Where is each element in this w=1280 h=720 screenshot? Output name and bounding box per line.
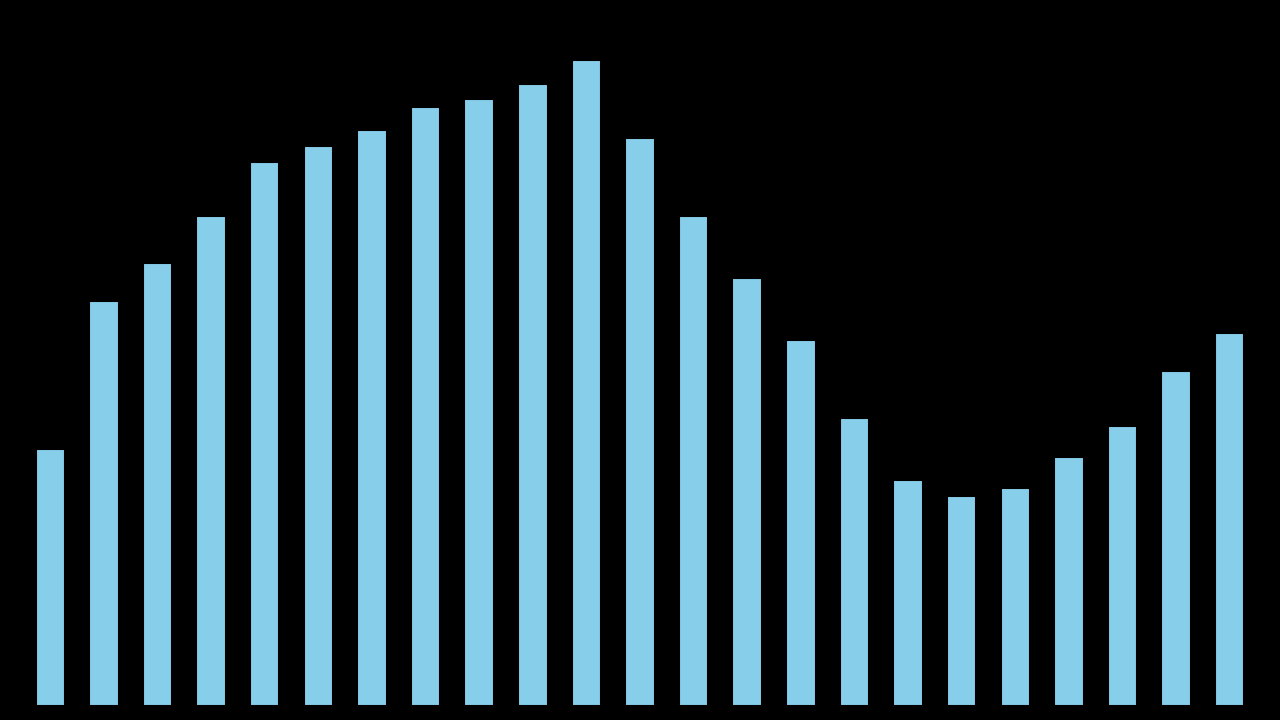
Bar [1001,488,1030,706]
Bar [465,99,494,706]
Bar [90,302,119,706]
Bar [143,263,173,706]
Bar [303,146,333,706]
Bar [250,161,279,706]
Bar [1161,372,1190,706]
Bar [36,449,65,706]
Bar [732,278,762,706]
Bar [518,84,548,706]
Bar [947,496,977,706]
Bar [1055,457,1084,706]
Bar [572,60,602,706]
Bar [840,418,869,706]
Bar [893,480,923,706]
Bar [1215,333,1244,706]
Bar [411,107,440,706]
Bar [1107,426,1137,706]
Bar [625,138,655,706]
Bar [196,216,225,706]
Bar [786,341,815,706]
Bar [678,216,708,706]
Bar [357,130,387,706]
